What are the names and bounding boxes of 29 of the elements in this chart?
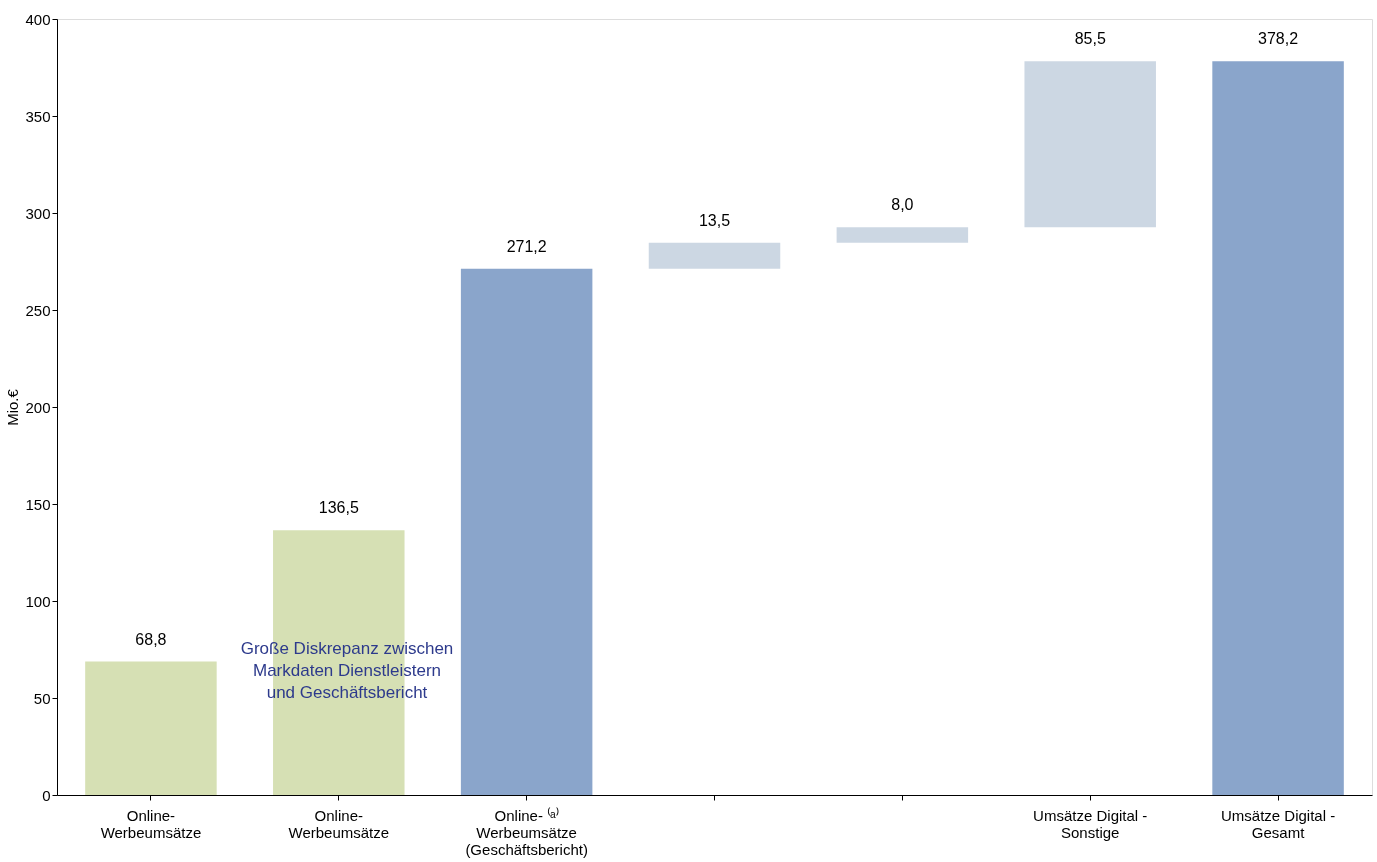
y-tick-label: 300: [25, 204, 51, 222]
y-tick-label: 50: [33, 689, 51, 707]
x-tick-label: Umsätze Digital - Sonstige: [1033, 806, 1148, 841]
y-tick-label: 200: [25, 398, 51, 416]
x-tick-label: Online- Werbeumsätze: [100, 806, 202, 841]
bar: [1024, 61, 1156, 228]
data-label: 271,2: [506, 237, 547, 255]
x-tick-label: Umsätze Digital - Gesamt: [1220, 806, 1336, 841]
bar: [1212, 61, 1344, 795]
data-label: 68,8: [135, 630, 167, 648]
data-label: 13,5: [698, 211, 731, 229]
y-tick-label: 400: [25, 10, 51, 28]
y-tick-label: 0: [42, 786, 51, 804]
data-label: 136,5: [318, 499, 359, 517]
x-tick-label: Online- Werbeumsätze: [288, 806, 390, 841]
x-tick-label: Online- ⁽ᵃ⁾ Werbeumsätze (Geschäftsbericht): [465, 806, 588, 858]
bar: [648, 242, 781, 269]
bar: [836, 227, 969, 243]
y-tick-label: 100: [25, 592, 51, 610]
data-label: 378,2: [1258, 30, 1299, 48]
annotation: Große Diskrepanz zwischen Markdaten Dienstleistern und Geschäftsbericht: [240, 639, 454, 702]
y-tick-label: 250: [25, 301, 51, 319]
bar: [460, 268, 593, 795]
y-tick-label: 350: [25, 107, 51, 125]
data-label: 85,5: [1074, 30, 1106, 48]
data-label: 8,0: [891, 196, 914, 214]
bar: [85, 661, 217, 795]
y-axis-title: Mio.€: [4, 388, 22, 426]
y-tick-label: 150: [25, 495, 51, 513]
